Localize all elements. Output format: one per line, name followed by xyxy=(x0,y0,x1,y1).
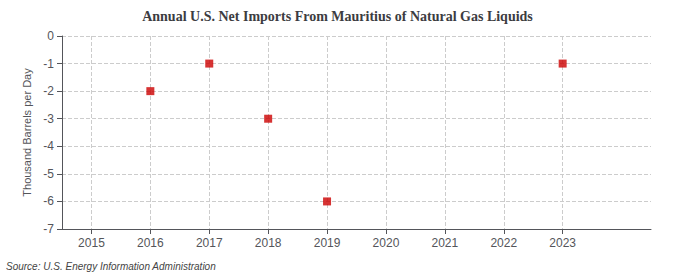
svg-text:0: 0 xyxy=(47,29,54,43)
svg-text:-1: -1 xyxy=(43,57,54,71)
svg-text:2017: 2017 xyxy=(196,236,223,250)
svg-text:-5: -5 xyxy=(43,167,54,181)
svg-text:2020: 2020 xyxy=(373,236,400,250)
svg-text:2021: 2021 xyxy=(431,236,458,250)
svg-text:2018: 2018 xyxy=(255,236,282,250)
svg-text:-3: -3 xyxy=(43,112,54,126)
svg-text:Thousand Barrels per Day: Thousand Barrels per Day xyxy=(21,68,33,197)
svg-text:Source: U.S. Energy Informatio: Source: U.S. Energy Information Administ… xyxy=(6,261,216,272)
svg-text:2016: 2016 xyxy=(137,236,164,250)
svg-text:Annual U.S. Net Imports From M: Annual U.S. Net Imports From Mauritius o… xyxy=(142,9,533,24)
svg-text:2015: 2015 xyxy=(78,236,105,250)
svg-text:-2: -2 xyxy=(43,84,54,98)
svg-text:-6: -6 xyxy=(43,194,54,208)
svg-text:-4: -4 xyxy=(43,139,54,153)
svg-text:2023: 2023 xyxy=(549,236,576,250)
svg-text:2019: 2019 xyxy=(314,236,341,250)
svg-text:-7: -7 xyxy=(43,222,54,236)
svg-text:2022: 2022 xyxy=(490,236,517,250)
